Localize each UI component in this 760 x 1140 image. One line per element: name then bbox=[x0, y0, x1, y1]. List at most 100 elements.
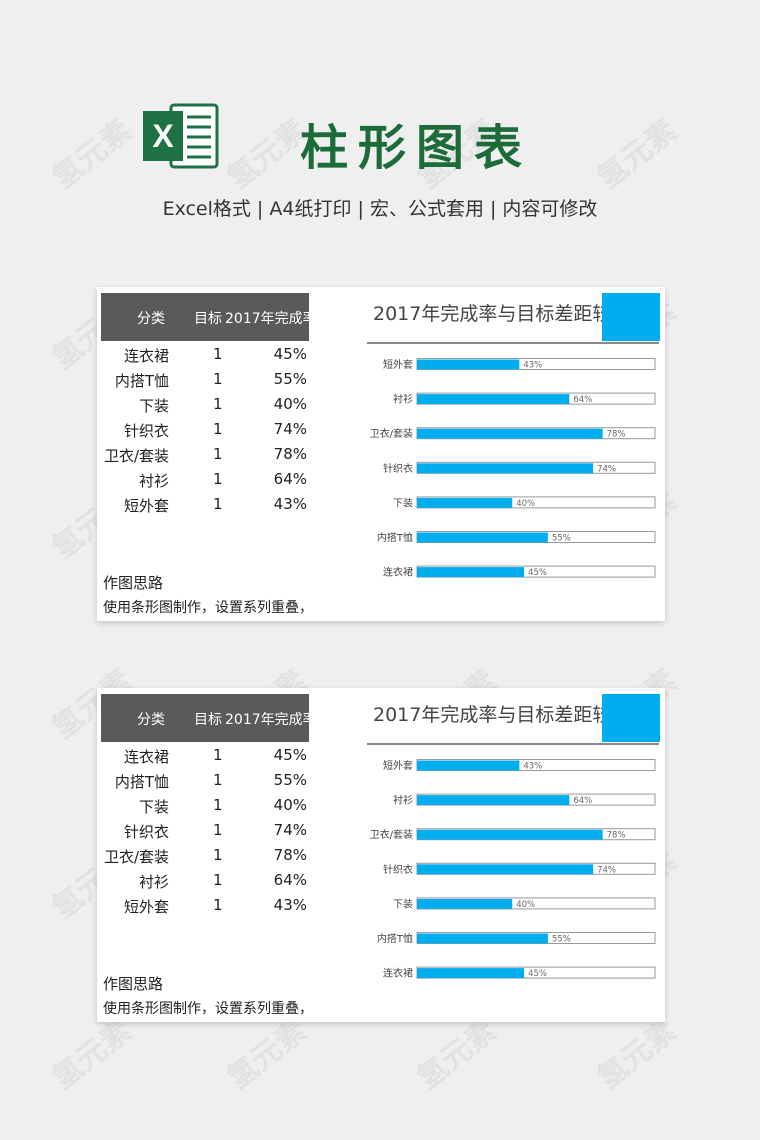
cell-target: 1 bbox=[213, 445, 223, 463]
note-title: 作图思路 bbox=[103, 574, 164, 592]
rate-bar bbox=[417, 864, 594, 875]
rate-bar bbox=[417, 497, 513, 508]
note-body: 使用条形图制作，设置系列重叠， bbox=[103, 600, 313, 616]
chart-title-rule bbox=[367, 743, 659, 745]
data-label: 43% bbox=[523, 762, 542, 772]
cell-category: 卫衣/套装 bbox=[103, 848, 169, 866]
watermark-text: 氢元素 bbox=[45, 113, 139, 197]
cell-rate: 74% bbox=[273, 821, 307, 839]
cell-rate: 78% bbox=[273, 846, 307, 864]
table-row: 短外套 1 43% bbox=[101, 894, 309, 919]
category-tick-label: 内搭T恤 bbox=[377, 531, 413, 544]
cell-target: 1 bbox=[213, 846, 223, 864]
header-category: 分类 bbox=[137, 311, 165, 327]
cell-category: 衬衫 bbox=[138, 873, 169, 891]
cell-target: 1 bbox=[213, 395, 223, 413]
category-tick-label: 内搭T恤 bbox=[377, 932, 413, 945]
rate-bar bbox=[417, 760, 520, 771]
note-title: 作图思路 bbox=[103, 975, 164, 993]
category-tick-label: 连衣裙 bbox=[383, 967, 413, 980]
chart-title-rule bbox=[367, 342, 659, 344]
sheet-card-2: 分类 目标 2017年完成率 连衣裙 1 45% 内搭T恤 1 55% 下装 1 40% 针… bbox=[97, 688, 665, 1022]
cell-category: 内搭T恤 bbox=[114, 773, 169, 791]
table-row: 内搭T恤 1 55% bbox=[101, 769, 309, 794]
category-tick-label: 下装 bbox=[393, 496, 413, 509]
category-tick-label: 卫衣/套装 bbox=[370, 828, 413, 841]
header-rate: 2017年完成率 bbox=[225, 311, 317, 327]
cell-rate: 40% bbox=[273, 796, 307, 814]
data-label: 43% bbox=[523, 361, 542, 371]
cell-rate: 64% bbox=[273, 871, 307, 889]
rate-bar bbox=[417, 968, 525, 979]
cell-category: 下装 bbox=[138, 397, 169, 415]
cell-rate: 64% bbox=[273, 470, 307, 488]
table-row: 卫衣/套装 1 78% bbox=[101, 443, 309, 468]
cell-rate: 40% bbox=[273, 395, 307, 413]
category-tick-label: 衬衫 bbox=[393, 393, 413, 406]
cell-target: 1 bbox=[213, 871, 223, 889]
cell-category: 下装 bbox=[138, 798, 169, 816]
table-header: 分类 目标 2017年完成率 bbox=[101, 694, 317, 742]
header-target: 目标 bbox=[194, 311, 222, 327]
table-row: 连衣裙 1 45% bbox=[101, 343, 309, 368]
chart-title: 2017年完成率与目标差距较大 bbox=[373, 303, 631, 325]
table-row: 内搭T恤 1 55% bbox=[101, 368, 309, 393]
data-label: 40% bbox=[516, 499, 535, 509]
rate-bar bbox=[417, 463, 594, 474]
cell-target: 1 bbox=[213, 796, 223, 814]
page-title: 柱形图表 bbox=[300, 120, 533, 176]
data-label: 64% bbox=[573, 796, 592, 806]
category-tick-label: 短外套 bbox=[383, 759, 413, 772]
category-tick-label: 短外套 bbox=[383, 358, 413, 371]
table-row: 针织衣 1 74% bbox=[101, 418, 309, 443]
cell-category: 连衣裙 bbox=[123, 347, 169, 365]
cell-category: 内搭T恤 bbox=[114, 372, 169, 390]
data-label: 64% bbox=[573, 395, 592, 405]
bar-chart: 短外套 43% 衬衫 64% 卫衣/套装 78% 针织衣 74% 下装 40% 内搭T恤 55% 连衣裙… bbox=[370, 759, 656, 980]
cell-target: 1 bbox=[213, 746, 223, 764]
cell-category: 短外套 bbox=[123, 497, 169, 515]
data-label: 74% bbox=[597, 464, 616, 474]
chart-accent-block bbox=[602, 694, 660, 742]
table-row: 衬衫 1 64% bbox=[101, 468, 309, 493]
cell-target: 1 bbox=[213, 345, 223, 363]
rate-bar bbox=[417, 567, 525, 578]
rate-bar bbox=[417, 933, 548, 944]
cell-category: 针织衣 bbox=[123, 422, 169, 440]
data-label: 55% bbox=[552, 534, 571, 544]
rate-bar bbox=[417, 359, 520, 370]
table-row: 下装 1 40% bbox=[101, 393, 309, 418]
category-tick-label: 连衣裙 bbox=[383, 566, 413, 579]
cell-target: 1 bbox=[213, 821, 223, 839]
table-body: 连衣裙 1 45% 内搭T恤 1 55% 下装 1 40% 针织衣 1 74% 卫衣/套装 1 78… bbox=[101, 343, 309, 518]
cell-category: 短外套 bbox=[123, 898, 169, 916]
cell-rate: 74% bbox=[273, 420, 307, 438]
header-category: 分类 bbox=[137, 712, 165, 728]
cell-rate: 45% bbox=[273, 345, 307, 363]
page-subtitle: Excel格式 | A4纸打印 | 宏、公式套用 | 内容可修改 bbox=[162, 198, 598, 220]
cell-target: 1 bbox=[213, 470, 223, 488]
header-rate: 2017年完成率 bbox=[225, 712, 317, 728]
table-row: 卫衣/套装 1 78% bbox=[101, 844, 309, 869]
rate-bar bbox=[417, 428, 603, 439]
table-row: 下装 1 40% bbox=[101, 794, 309, 819]
category-tick-label: 卫衣/套装 bbox=[370, 427, 413, 440]
data-label: 55% bbox=[552, 935, 571, 945]
header-target: 目标 bbox=[194, 712, 222, 728]
cell-rate: 55% bbox=[273, 370, 307, 388]
data-label: 45% bbox=[528, 568, 547, 578]
category-tick-label: 衬衫 bbox=[393, 794, 413, 807]
watermark-text: 氢元素 bbox=[590, 113, 684, 197]
cell-rate: 43% bbox=[273, 495, 307, 513]
cell-target: 1 bbox=[213, 420, 223, 438]
table-row: 衬衫 1 64% bbox=[101, 869, 309, 894]
rate-bar bbox=[417, 829, 603, 840]
cell-category: 连衣裙 bbox=[123, 748, 169, 766]
rate-bar bbox=[417, 795, 570, 806]
cell-rate: 78% bbox=[273, 445, 307, 463]
excel-logo-icon: X bbox=[143, 103, 219, 169]
table-body: 连衣裙 1 45% 内搭T恤 1 55% 下装 1 40% 针织衣 1 74% 卫衣/套装 1 78… bbox=[101, 744, 309, 919]
chart-title: 2017年完成率与目标差距较大 bbox=[373, 704, 631, 726]
cell-rate: 43% bbox=[273, 896, 307, 914]
data-label: 40% bbox=[516, 900, 535, 910]
